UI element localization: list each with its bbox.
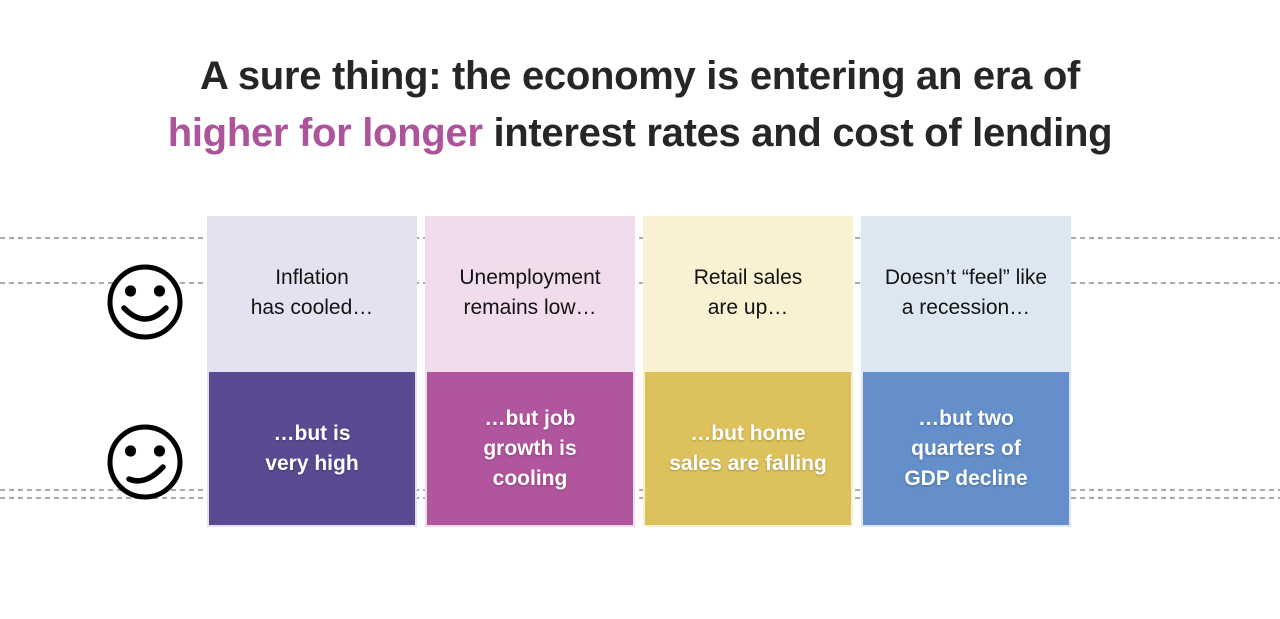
smiley-face-icon: [107, 264, 183, 340]
card-retail-sales-up: Retail sales are up…: [643, 216, 853, 370]
card-unemployment-low: Unemployment remains low…: [425, 216, 635, 370]
card-inflation-cooled: Inflation has cooled…: [207, 216, 417, 370]
card-not-feel-recession: Doesn’t “feel” like a recession…: [861, 216, 1071, 370]
title-line2-rest: interest rates and cost of lending: [482, 111, 1113, 155]
dashed-guide-line-lower-1: [0, 489, 1280, 491]
confused-face-icon: [107, 424, 183, 500]
title-highlight: higher for longer: [167, 111, 483, 155]
card-but-job-growth-cooling: …but job growth is cooling: [425, 370, 635, 527]
dashed-guide-line-top: [0, 237, 1280, 239]
slide-title: A sure thing: the economy is entering an…: [0, 48, 1280, 162]
dashed-guide-line-lower-2: [0, 497, 1280, 499]
card-but-gdp-decline: …but two quarters of GDP decline: [861, 370, 1071, 527]
indicator-card-grid: Inflation has cooled… Unemployment remai…: [207, 216, 1071, 527]
title-line1: A sure thing: the economy is entering an…: [199, 54, 1081, 98]
dashed-guide-line-upper: [0, 282, 1280, 284]
card-but-home-sales-falling: …but home sales are falling: [643, 370, 853, 527]
card-but-very-high: …but is very high: [207, 370, 417, 527]
